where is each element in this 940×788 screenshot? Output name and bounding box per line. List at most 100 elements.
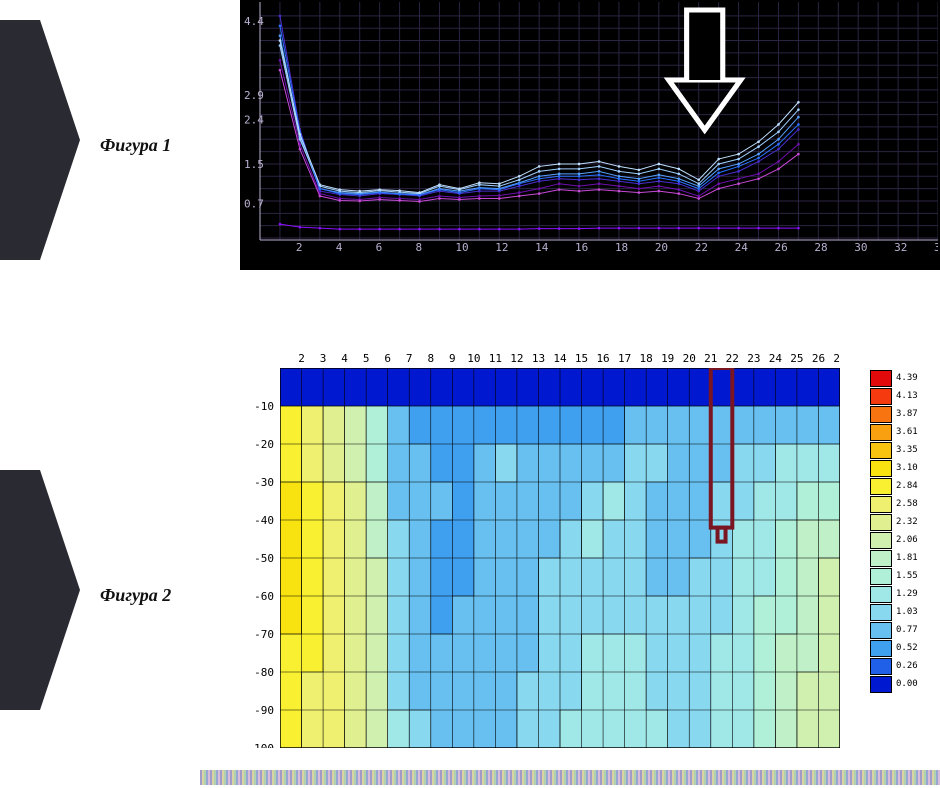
legend-label: 3.61 [896, 427, 918, 437]
legend-label: 4.39 [896, 373, 918, 383]
svg-text:2.9: 2.9 [244, 89, 264, 102]
svg-text:20: 20 [683, 352, 696, 365]
svg-text:22: 22 [726, 352, 739, 365]
svg-text:24: 24 [769, 352, 783, 365]
svg-text:18: 18 [640, 352, 653, 365]
legend-swatch [870, 604, 892, 621]
legend-label: 0.77 [896, 625, 918, 635]
svg-text:28: 28 [814, 241, 827, 254]
svg-text:20: 20 [655, 241, 668, 254]
svg-text:2.4: 2.4 [244, 114, 264, 127]
svg-text:7: 7 [406, 352, 413, 365]
svg-text:-10: -10 [254, 400, 274, 413]
legend-label: 1.81 [896, 553, 918, 563]
legend-label: 3.35 [896, 445, 918, 455]
svg-text:-100: -100 [248, 742, 275, 748]
svg-text:15: 15 [575, 352, 588, 365]
svg-text:16: 16 [596, 352, 609, 365]
legend-label: 1.29 [896, 589, 918, 599]
svg-text:30: 30 [854, 241, 867, 254]
page: Фигура 1 0.71.52.42.94.42468101214161820… [0, 0, 940, 788]
svg-text:5: 5 [363, 352, 370, 365]
chart-1: 0.71.52.42.94.42468101214161820222426283… [240, 0, 940, 270]
legend-swatch [870, 478, 892, 495]
legend-swatch [870, 514, 892, 531]
legend-label: 1.03 [896, 607, 918, 617]
legend-swatch [870, 370, 892, 387]
legend-swatch [870, 622, 892, 639]
svg-text:12: 12 [510, 352, 523, 365]
svg-text:6: 6 [384, 352, 391, 365]
svg-text:14: 14 [535, 241, 549, 254]
svg-text:10: 10 [455, 241, 468, 254]
svg-text:8: 8 [427, 352, 434, 365]
chart-2-y-axis: -10 -20 -30 -40 -50 -60 -70 -80 -90 -100 [240, 368, 280, 748]
svg-text:21: 21 [704, 352, 717, 365]
svg-text:4: 4 [341, 352, 348, 365]
legend-swatch [870, 406, 892, 423]
legend-label: 2.06 [896, 535, 918, 545]
legend-swatch [870, 424, 892, 441]
svg-text:-40: -40 [254, 514, 274, 527]
svg-text:13: 13 [532, 352, 545, 365]
svg-text:19: 19 [661, 352, 674, 365]
wedge-shape-2 [0, 470, 80, 710]
svg-text:-90: -90 [254, 704, 274, 717]
noise-strip [200, 770, 940, 785]
svg-text:6: 6 [376, 241, 383, 254]
svg-text:4: 4 [336, 241, 343, 254]
legend-label: 3.10 [896, 463, 918, 473]
figure-2-label: Фигура 2 [100, 585, 171, 606]
svg-text:-70: -70 [254, 628, 274, 641]
legend-swatch [870, 550, 892, 567]
svg-text:0.7: 0.7 [244, 197, 264, 210]
svg-text:23: 23 [747, 352, 760, 365]
svg-text:11: 11 [489, 352, 502, 365]
svg-text:34: 34 [934, 241, 938, 254]
svg-text:1.5: 1.5 [244, 158, 264, 171]
legend-swatch [870, 640, 892, 657]
legend-label: 2.84 [896, 481, 918, 491]
legend-swatch [870, 658, 892, 675]
svg-text:2: 2 [296, 241, 303, 254]
svg-text:17: 17 [618, 352, 631, 365]
legend-label: 0.52 [896, 643, 918, 653]
svg-text:26: 26 [812, 352, 825, 365]
svg-text:-30: -30 [254, 476, 274, 489]
svg-text:26: 26 [774, 241, 787, 254]
svg-text:-80: -80 [254, 666, 274, 679]
legend-swatch [870, 496, 892, 513]
svg-text:32: 32 [894, 241, 907, 254]
legend-swatch [870, 676, 892, 693]
legend-swatch [870, 442, 892, 459]
svg-text:-20: -20 [254, 438, 274, 451]
legend-label: 0.00 [896, 679, 918, 689]
wedge-shape-1 [0, 20, 80, 260]
svg-text:9: 9 [449, 352, 456, 365]
legend-swatch [870, 388, 892, 405]
svg-text:24: 24 [735, 241, 749, 254]
chart-2-plot [280, 368, 840, 748]
legend-label: 2.32 [896, 517, 918, 527]
legend-label: 2.58 [896, 499, 918, 509]
chart-2: -10 -20 -30 -40 -50 -60 -70 -80 -90 -100 23 4 5 6 7 8 9… [240, 350, 900, 770]
svg-text:16: 16 [575, 241, 588, 254]
svg-text:25: 25 [790, 352, 803, 365]
svg-text:18: 18 [615, 241, 628, 254]
svg-text:8: 8 [416, 241, 423, 254]
svg-text:27: 27 [833, 352, 840, 365]
legend-label: 1.55 [896, 571, 918, 581]
figure-1-label: Фигура 1 [100, 135, 171, 156]
legend-swatch [870, 586, 892, 603]
svg-text:2: 2 [298, 352, 305, 365]
legend-label: 0.26 [896, 661, 918, 671]
legend-swatch [870, 568, 892, 585]
legend-swatch [870, 532, 892, 549]
legend-label: 4.13 [896, 391, 918, 401]
svg-text:22: 22 [695, 241, 708, 254]
svg-text:-50: -50 [254, 552, 274, 565]
chart-2-x-axis: 2345678910111213141516171819202122232425… [280, 350, 840, 368]
svg-text:-60: -60 [254, 590, 274, 603]
chart-2-legend: 4.394.133.873.613.353.102.842.582.322.06… [870, 370, 930, 740]
svg-text:12: 12 [495, 241, 508, 254]
